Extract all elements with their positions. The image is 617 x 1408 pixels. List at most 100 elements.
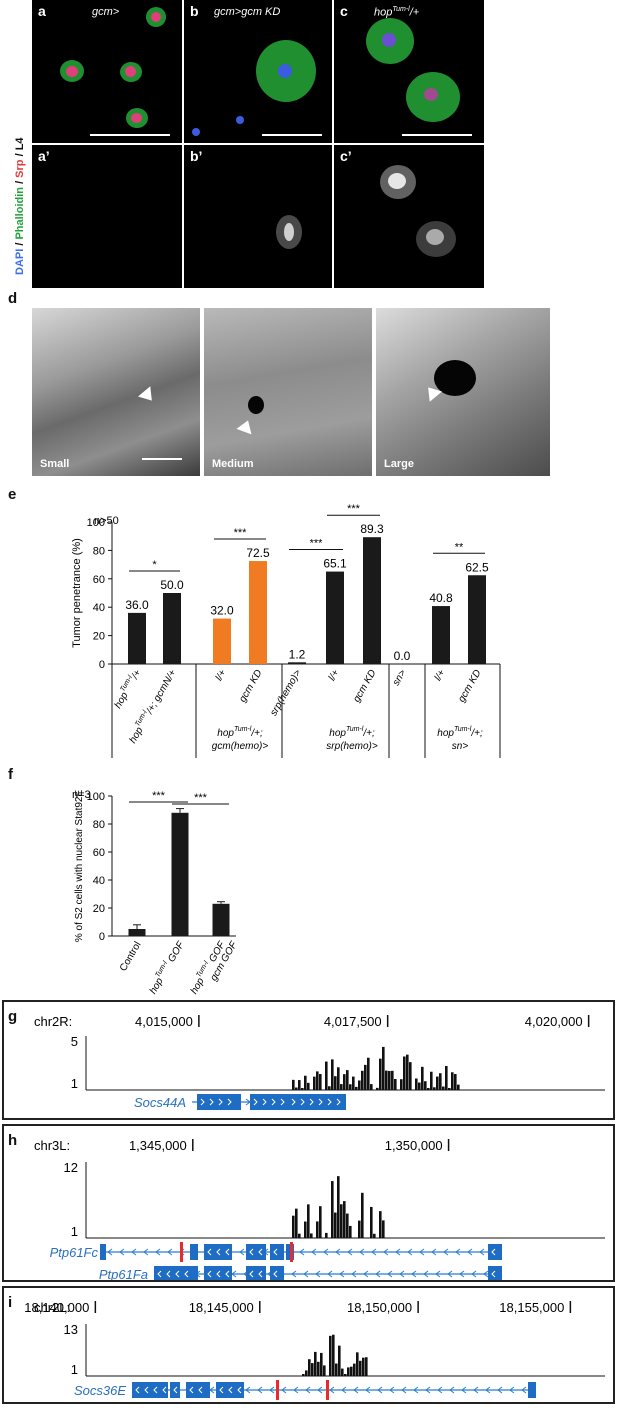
chart-e-value-label: 65.1 [323, 557, 347, 571]
gene-strand-arrow [239, 1248, 245, 1256]
panel-c-image: c hopTum-l/+ [334, 0, 484, 143]
panel-a2-image: a’ [32, 145, 182, 288]
chart-e-value-label: 1.2 [289, 647, 306, 661]
coverage-bar [316, 1221, 319, 1238]
coverage-bar [295, 1087, 298, 1090]
gene-strand-arrow [483, 1270, 489, 1278]
exon-strand-arrow [198, 1386, 203, 1394]
chart-e-bar [432, 606, 450, 664]
exon-strand-arrow [249, 1248, 254, 1256]
track-h-box: h chr3L: 1,345,000 1,350,000 12 1 Ptp61Fc Ptp6… [2, 1124, 615, 1282]
gene-strand-arrow [371, 1248, 377, 1256]
gene-strand-arrow [447, 1270, 453, 1278]
chart-e-value-label: 40.8 [429, 591, 453, 605]
coverage-bar [347, 1367, 350, 1376]
chart-e-bar [163, 593, 181, 664]
gene-strand-arrow [167, 1248, 173, 1256]
track-ymin-label: 1 [71, 1076, 78, 1091]
coverage-bar [338, 1345, 341, 1376]
gene-name-label: Socs44A [134, 1095, 186, 1110]
gene-name-label: Socs36E [74, 1383, 126, 1398]
gene-exon [154, 1266, 198, 1280]
coverage-bar [388, 1070, 391, 1090]
track-ymax-label: 12 [64, 1160, 78, 1175]
panel-b-letter: b [190, 3, 199, 19]
gene-strand-arrow [317, 1386, 323, 1394]
nucleus [382, 33, 396, 47]
track-i-box: i chr2L: 18,140,000 18,145,000 18,150,000 18… [2, 1286, 615, 1404]
chart-f-bar [171, 812, 189, 936]
exon-strand-arrow [175, 1270, 180, 1278]
coverage-bar [298, 1080, 301, 1090]
coverage-bar [424, 1081, 427, 1090]
chart-f-y-tick-label: 60 [93, 847, 105, 859]
binding-site-mark [290, 1242, 293, 1262]
gene-strand-arrow [291, 1270, 297, 1278]
exon-strand-arrow [144, 1386, 149, 1394]
coverage-bar [451, 1072, 454, 1090]
stain-sep-2: / [14, 177, 26, 187]
gene-strand-arrow [281, 1386, 287, 1394]
gene-strand-arrow [521, 1386, 527, 1394]
nucleus [278, 64, 292, 78]
exon-strand-arrow [258, 1270, 263, 1278]
coverage-bar [320, 1352, 323, 1376]
chart-e-value-label: 36.0 [125, 598, 149, 612]
chart-e-y-tick-label: 20 [93, 631, 105, 643]
exon-strand-arrow [173, 1386, 178, 1394]
exon-strand-arrow [291, 1098, 296, 1106]
coverage-bar [310, 1233, 313, 1238]
exon-strand-arrow [280, 1098, 285, 1106]
gene-exon [250, 1094, 288, 1110]
coverage-bar [415, 1078, 418, 1090]
track-chrom-label: chr2L: [34, 1300, 70, 1315]
tumor-arrowhead [236, 417, 256, 435]
coverage-bar [304, 1221, 307, 1238]
exon-strand-arrow [135, 1386, 140, 1394]
chart-f-category-label: Control [118, 940, 144, 973]
coverage-bar [334, 1212, 337, 1238]
gene-strand-arrow [353, 1386, 359, 1394]
gene-strand-arrow [323, 1248, 329, 1256]
panel-d-letter: d [8, 290, 18, 307]
gene-strand-arrow [411, 1270, 417, 1278]
wing-medium-image: Medium [204, 308, 372, 476]
exon-strand-arrow [273, 1248, 278, 1256]
chart-e-y-tick-label: 0 [99, 659, 105, 671]
binding-site-mark [326, 1380, 329, 1400]
gene-exon [528, 1382, 536, 1398]
coverage-bar [358, 1080, 361, 1090]
gene-exon [100, 1244, 106, 1260]
coverage-bar [334, 1076, 337, 1090]
gene-strand-arrow [363, 1270, 369, 1278]
coverage-bar [301, 1088, 304, 1090]
gene-strand-arrow [305, 1386, 311, 1394]
track-coord-label: 4,020,000 [525, 1014, 583, 1029]
coverage-bar [307, 1204, 310, 1238]
panel-f-letter: f [8, 766, 13, 783]
gene-exon [270, 1266, 284, 1280]
track-chrom-label: chr2R: [34, 1014, 72, 1029]
panel-b-image: b gcm>gcm KD [184, 0, 332, 143]
coverage-bar [427, 1088, 430, 1090]
gene-strand-arrow [315, 1270, 321, 1278]
coverage-bar [341, 1368, 344, 1376]
nucleus [151, 12, 161, 22]
chart-e-bar [249, 561, 267, 664]
gene-strand-arrow [449, 1386, 455, 1394]
coverage-bar [430, 1071, 433, 1090]
gene-exon [488, 1266, 502, 1280]
nucleus [236, 116, 244, 124]
chart-e-category-label: srp(hemo)> [268, 668, 303, 718]
chart-f-category-label: hopTum-l GOF [146, 938, 187, 996]
chart-e-group-label: srp(hemo)> [326, 741, 378, 752]
wing-label-medium: Medium [212, 458, 254, 470]
coverage-bar [298, 1233, 301, 1238]
exon-strand-arrow [162, 1386, 167, 1394]
gene-strand-arrow [459, 1270, 465, 1278]
chart-e-bar [363, 537, 381, 664]
exon-strand-arrow [227, 1098, 232, 1106]
gene-exon [170, 1382, 180, 1398]
chart-e-value-label: 72.5 [246, 546, 270, 560]
exon-strand-arrow [153, 1386, 158, 1394]
